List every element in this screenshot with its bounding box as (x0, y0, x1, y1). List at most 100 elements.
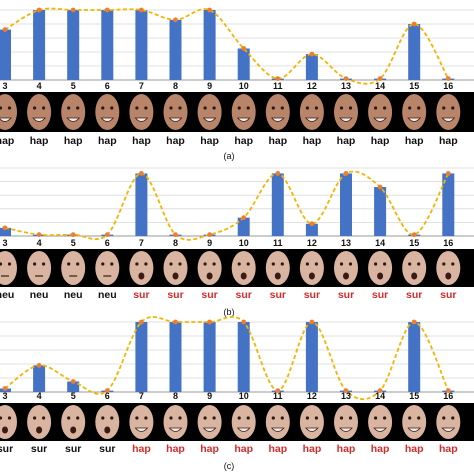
chart-panel-1: 3 4 5 6 7 8 9 10 11 12 13 14 15 16 hap hap hap hap hap hap h… (0, 7, 474, 161)
emotion-label: hap (303, 443, 322, 455)
data-point-12 (309, 51, 315, 57)
face-eye (169, 262, 173, 266)
face-thumbnail (402, 251, 427, 285)
face-eye (110, 416, 114, 420)
data-point-16 (445, 388, 451, 393)
face-mouth (274, 272, 281, 280)
face-eye (110, 262, 114, 266)
emotion-label: hap (64, 135, 83, 147)
tick-label: 12 (307, 391, 317, 401)
face-eye (0, 262, 3, 266)
emotion-label: hap (405, 135, 424, 147)
face-eye (280, 262, 284, 266)
face-mouth (202, 117, 217, 122)
bar-11 (271, 173, 284, 236)
face-thumbnail (265, 251, 290, 285)
tick-label: 6 (105, 238, 110, 248)
face-thumbnail (402, 405, 427, 439)
face-mouth (441, 117, 456, 122)
face-eye (348, 262, 353, 266)
face-mouth (168, 117, 183, 122)
face-eye (110, 106, 114, 110)
face-eye (33, 106, 37, 110)
data-point-11 (275, 388, 281, 393)
bar-13 (340, 173, 352, 236)
emotion-label: neu (64, 289, 83, 301)
data-point-8 (173, 319, 178, 325)
face-eye (67, 416, 71, 420)
emotion-label: hap (234, 135, 253, 147)
bar-6 (101, 10, 114, 80)
face-thumbnail (334, 94, 358, 130)
face-eye (76, 106, 80, 110)
face-eye (212, 106, 216, 110)
face-eye (408, 106, 412, 110)
face-eye (339, 262, 344, 266)
data-point-14 (377, 388, 383, 393)
face-mouth (172, 272, 179, 280)
face-eye (67, 106, 71, 110)
bar-9 (203, 10, 216, 80)
face-thumbnail (197, 405, 222, 439)
face-thumbnail (61, 94, 86, 130)
bar-10 (237, 48, 250, 80)
face-mouth (339, 427, 353, 432)
face-mouth (168, 427, 183, 432)
face-thumbnail (334, 251, 358, 285)
emotion-label: neu (30, 289, 49, 301)
face-thumbnail (436, 94, 461, 130)
face-thumbnail (95, 251, 120, 285)
bar-8 (169, 322, 182, 392)
face-thumbnail (163, 94, 188, 130)
data-point-6 (104, 388, 110, 393)
face-eye (42, 106, 46, 110)
tick-label: 3 (2, 391, 7, 401)
face-eye (280, 416, 284, 420)
face-eye (246, 106, 250, 110)
bar-10 (237, 217, 250, 236)
face-mouth (104, 426, 111, 434)
panel-caption: (a) (224, 151, 235, 161)
data-point-9 (207, 7, 213, 13)
data-point-13 (343, 171, 349, 176)
face-eye (408, 262, 412, 266)
data-point-14 (377, 184, 383, 190)
bar-4 (33, 365, 46, 392)
face-eye (246, 416, 250, 420)
tick-label: 10 (239, 238, 249, 248)
face-thumbnail (265, 405, 290, 439)
emotion-label: sur (99, 443, 115, 455)
face-mouth (36, 426, 43, 434)
tick-label: 16 (443, 391, 453, 401)
tick-label: 16 (443, 81, 453, 91)
bar-7 (135, 173, 148, 236)
data-point-3 (2, 27, 8, 32)
face-eye (101, 262, 105, 266)
face-eye (237, 416, 241, 420)
emotion-label: hap (30, 135, 49, 147)
face-eye (101, 106, 105, 110)
face-eye (451, 416, 455, 420)
emotion-label: sur (65, 443, 81, 455)
bar-8 (169, 19, 182, 80)
face-eye (271, 262, 275, 266)
face-thumbnail (197, 251, 222, 285)
face-thumbnail (436, 251, 461, 285)
data-point-16 (445, 76, 451, 81)
emotion-label: sur (372, 289, 388, 301)
tick-label: 15 (409, 81, 419, 91)
emotion-label: hap (166, 135, 185, 147)
data-point-15 (411, 319, 417, 325)
face-thumbnail (27, 405, 52, 439)
emotion-label: hap (0, 135, 14, 147)
emotion-label: hap (337, 135, 356, 147)
face-mouth (441, 427, 456, 432)
face-eye (339, 416, 344, 420)
face-eye (305, 416, 309, 420)
face-eye (348, 106, 353, 110)
emotion-label: hap (234, 443, 253, 455)
face-thumbnail (334, 405, 358, 439)
emotion-label: hap (268, 135, 287, 147)
tick-label: 9 (207, 238, 212, 248)
bar-12 (305, 54, 318, 80)
